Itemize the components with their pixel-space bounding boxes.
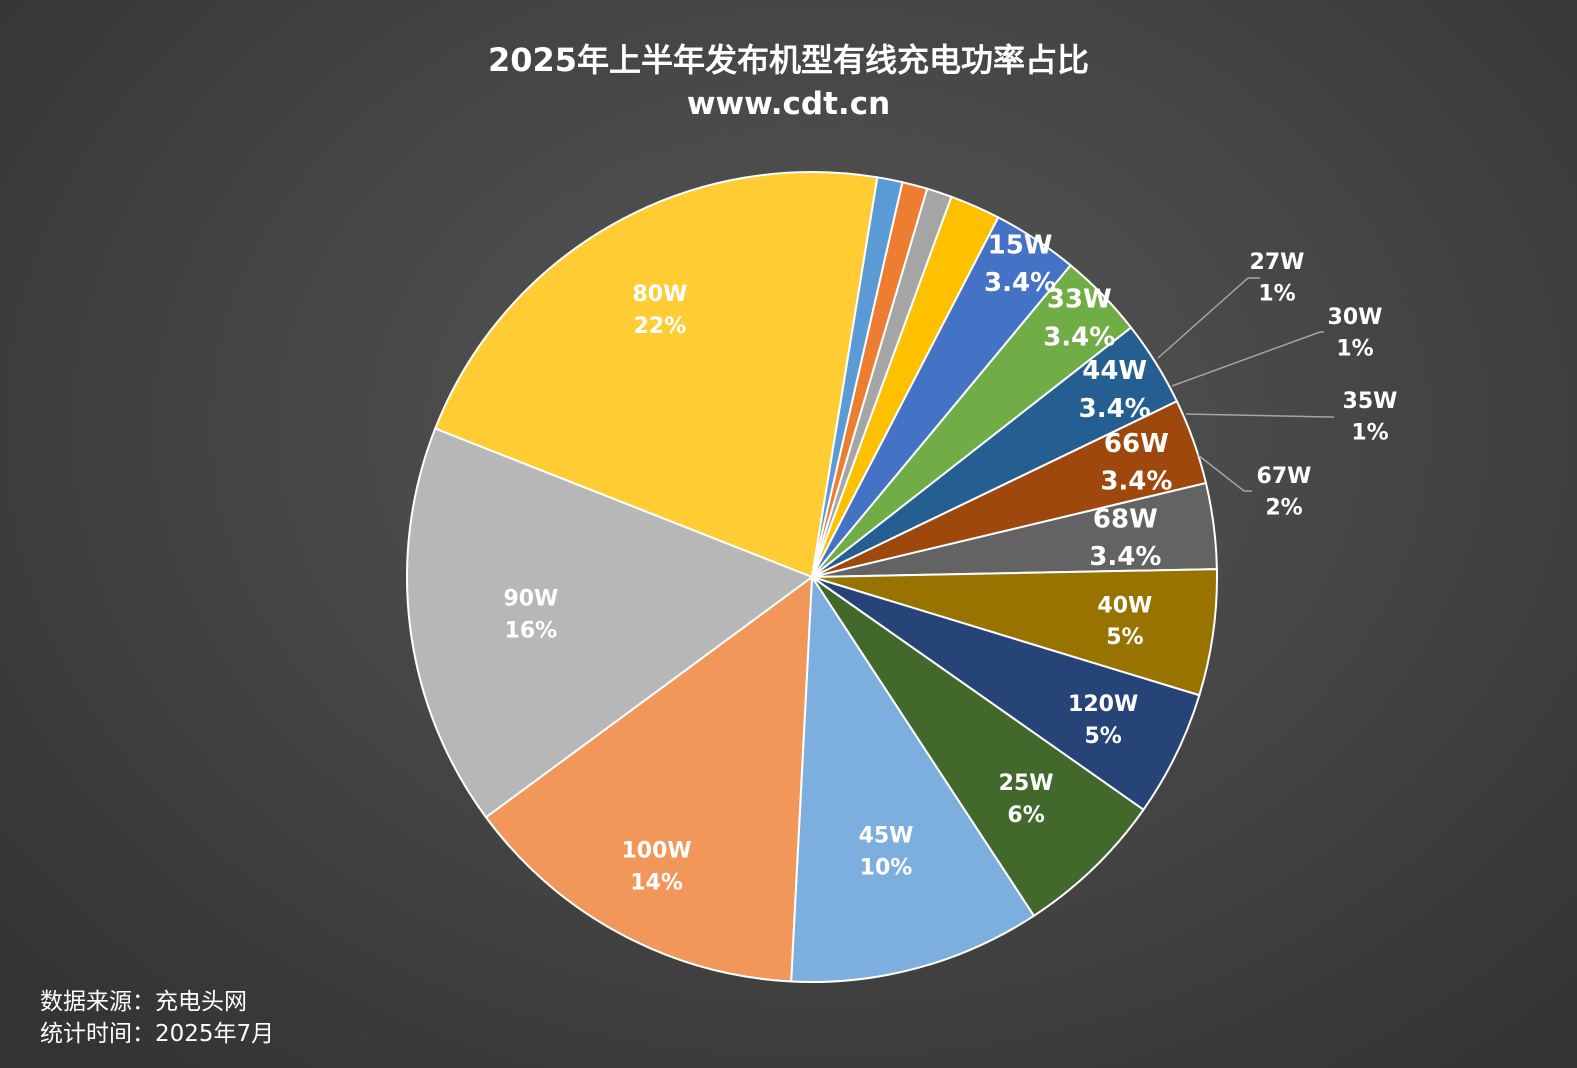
pie-slice-45w — [790, 573, 1036, 983]
chart-subtitle: www.cdt.cn — [686, 86, 891, 122]
slice-value-15w: 3.4% — [984, 268, 1056, 298]
labels-layer: 80W22%27W1%30W1%35W1%67W2%15W3.4%33W3.4%… — [503, 230, 1397, 895]
slice-label-120w: 120W — [1068, 692, 1138, 717]
pie-slice-90w — [406, 427, 815, 819]
leader-line-27w — [1157, 277, 1260, 359]
slice-value-30w: 1% — [1336, 337, 1373, 362]
slice-label-66w: 66W — [1104, 429, 1169, 459]
slice-label-100w: 100W — [621, 839, 691, 864]
slice-value-66w: 3.4% — [1100, 467, 1172, 497]
slice-label-45w: 45W — [859, 823, 914, 848]
slice-value-45w: 10% — [860, 855, 913, 880]
pie-slice-25w — [811, 576, 1145, 918]
slice-label-80w: 80W — [632, 282, 687, 307]
slice-value-120w: 5% — [1084, 724, 1121, 749]
slice-label-15w: 15W — [988, 230, 1053, 260]
slice-value-35w: 1% — [1351, 421, 1388, 446]
chart-title: 2025年上半年发布机型有线充电功率占比 — [487, 41, 1090, 79]
slice-value-90w: 16% — [505, 618, 558, 643]
slice-value-27w: 1% — [1258, 282, 1295, 307]
slice-label-30w: 30W — [1328, 305, 1383, 330]
pie-slice-100w — [484, 574, 814, 983]
leader-lines-layer — [1157, 277, 1334, 492]
slice-label-68w: 68W — [1093, 504, 1158, 534]
slice-value-67w: 2% — [1265, 496, 1302, 521]
footer-source: 数据来源：充电头网 — [40, 989, 247, 1015]
slice-value-33w: 3.4% — [1043, 322, 1115, 352]
slice-label-40w: 40W — [1097, 593, 1152, 618]
slice-label-90w: 90W — [503, 586, 558, 611]
slice-value-80w: 22% — [634, 314, 687, 339]
slice-label-33w: 33W — [1047, 285, 1112, 315]
slice-value-40w: 5% — [1106, 625, 1143, 650]
title-block: 2025年上半年发布机型有线充电功率占比 www.cdt.cn — [0, 38, 1577, 126]
slice-label-35w: 35W — [1343, 389, 1398, 414]
leader-line-30w — [1171, 331, 1324, 387]
slice-value-68w: 3.4% — [1089, 542, 1161, 572]
slice-label-44w: 44W — [1082, 356, 1147, 386]
pie-slice-80w — [433, 171, 879, 579]
slice-value-100w: 14% — [630, 871, 683, 896]
leader-line-35w — [1185, 413, 1334, 418]
slice-label-27w: 27W — [1250, 250, 1305, 275]
footer: 数据来源：充电头网 统计时间：2025年7月 — [40, 986, 274, 1050]
slice-value-44w: 3.4% — [1079, 394, 1151, 424]
slice-value-25w: 6% — [1007, 803, 1044, 828]
slices-layer — [406, 171, 1218, 983]
leader-line-67w — [1197, 454, 1252, 492]
slice-label-67w: 67W — [1257, 464, 1312, 489]
footer-date: 统计时间：2025年7月 — [40, 1021, 275, 1047]
slice-label-25w: 25W — [999, 771, 1054, 796]
